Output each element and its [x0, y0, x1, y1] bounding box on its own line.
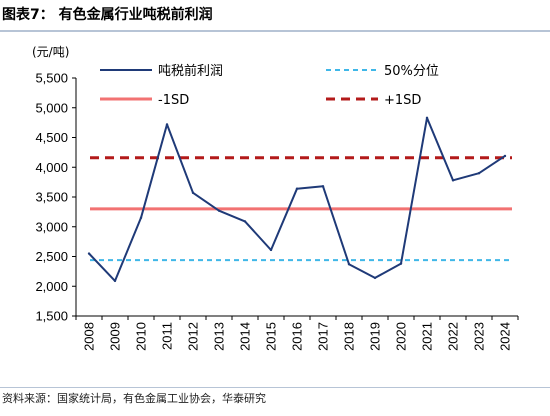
data-point [425, 116, 429, 120]
x-tick-label: 2008 [82, 322, 97, 351]
data-point [87, 252, 91, 255]
chart-svg: 吨税前利润 50%分位 -1SD +1SD (元/吨) 1,500 2,000 2,500 3… [32, 45, 519, 351]
x-tick-label: 2023 [472, 322, 487, 351]
legend-label: +1SD [384, 93, 421, 108]
data-point [399, 262, 403, 265]
x-tick-label: 2020 [394, 322, 409, 351]
x-tick-label: 2018 [342, 322, 357, 351]
y-tick-label: 4,500 [35, 130, 68, 145]
x-tick-label: 2016 [290, 322, 305, 351]
y-tick-label: 2,000 [35, 279, 68, 294]
x-tick-labels: 2008 2009 2010 2011 2012 2013 2014 2015 2016 2017… [82, 322, 513, 351]
y-tick-label: 1,500 [35, 309, 68, 324]
data-point [217, 209, 221, 212]
data-point [165, 123, 169, 126]
data-point [477, 172, 481, 175]
y-unit-label: (元/吨) [32, 45, 69, 59]
x-tick-label: 2019 [368, 322, 383, 351]
data-point [139, 216, 143, 220]
y-tick-label: 2,500 [35, 249, 68, 264]
x-tick-label: 2010 [134, 322, 149, 351]
data-point [113, 279, 117, 283]
data-point [503, 154, 507, 158]
x-tick-label: 2024 [498, 322, 513, 351]
data-point [269, 248, 273, 252]
x-tick-label: 2015 [264, 322, 279, 351]
reference-lines [90, 156, 512, 262]
source-divider [0, 387, 550, 388]
y-tick-label: 5,500 [35, 71, 68, 86]
title-divider [0, 30, 550, 32]
data-point [347, 263, 351, 266]
x-tick-label: 2021 [420, 322, 435, 351]
legend-label: 吨税前利润 [158, 63, 223, 79]
legend-label: -1SD [158, 93, 189, 108]
x-tick-label: 2022 [446, 322, 461, 351]
axes: (元/吨) 1,500 2,000 2,500 3,000 3,500 4,000 4,500… [32, 45, 519, 324]
y-tick-label: 5,000 [35, 100, 68, 115]
chart-title: 图表7： 有色金属行业吨税前利润 [2, 7, 213, 23]
y-tick-label: 3,500 [35, 190, 68, 205]
y-tick-label: 3,000 [35, 219, 68, 234]
series-line [88, 116, 506, 282]
data-point [373, 276, 377, 280]
source-note: 资料来源：国家统计局，有色金属工业协会，华泰研究 [2, 392, 266, 405]
data-point [451, 179, 455, 182]
x-tick-label: 2011 [160, 322, 175, 350]
x-tick-label: 2013 [212, 322, 227, 351]
legend-label: 50%分位 [384, 64, 439, 79]
x-tick-label: 2017 [316, 322, 331, 351]
data-series [87, 116, 507, 283]
data-point [295, 187, 299, 190]
y-tick-label: 4,000 [35, 160, 68, 175]
legend: 吨税前利润 50%分位 -1SD +1SD [100, 63, 439, 108]
x-tick-label: 2012 [186, 322, 201, 351]
x-tick-label: 2009 [108, 322, 123, 351]
x-tick-label: 2014 [238, 322, 253, 351]
data-point [243, 220, 247, 223]
data-point [191, 191, 195, 195]
data-point [321, 185, 325, 188]
